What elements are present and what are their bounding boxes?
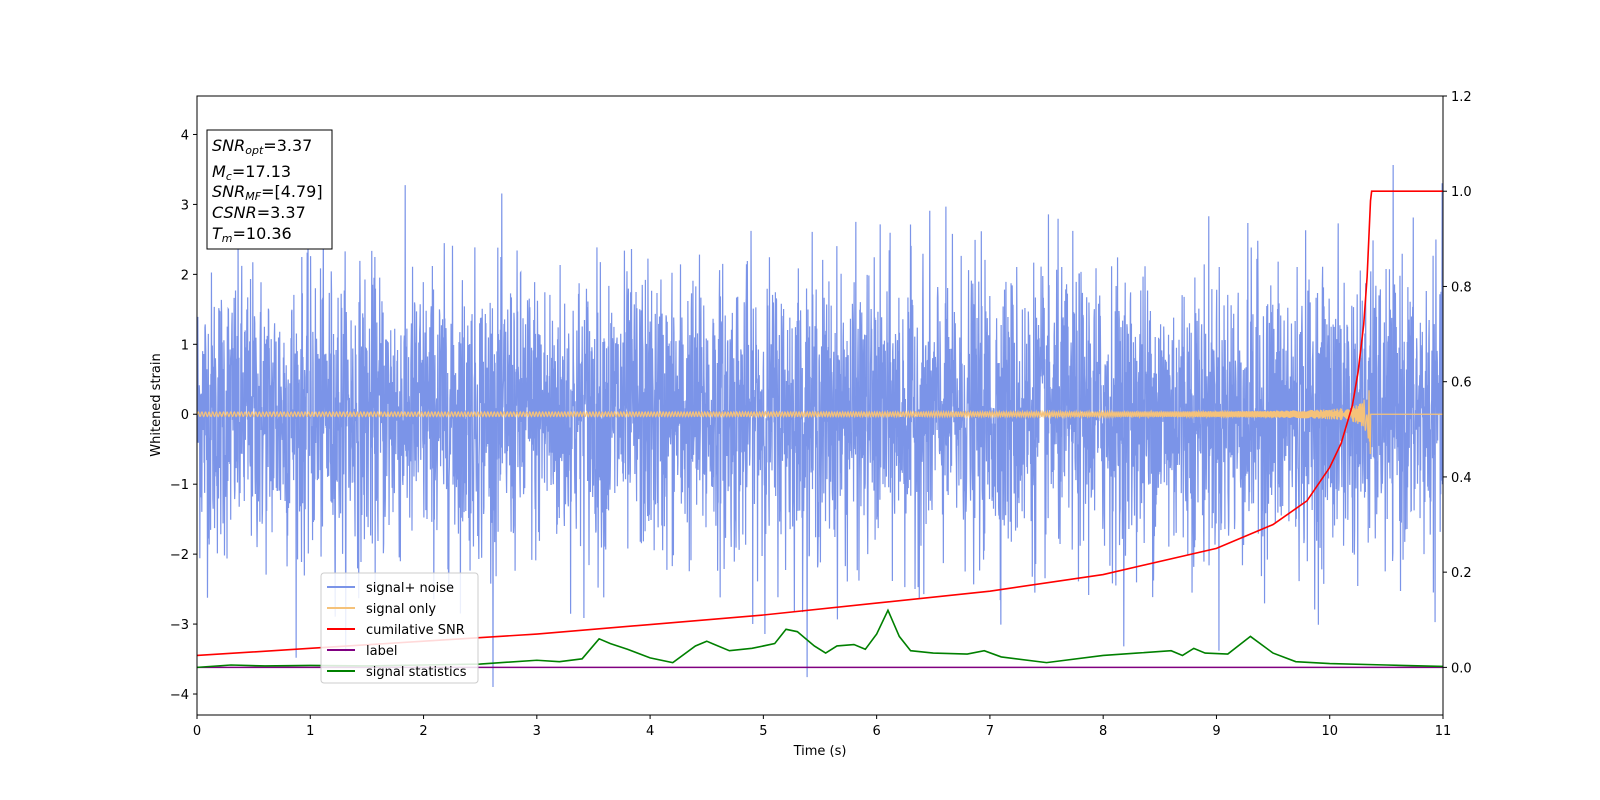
y-left-tick-label: 2	[181, 268, 189, 283]
x-tick-label: 10	[1321, 724, 1338, 739]
plot-frame	[196, 95, 1444, 716]
legend: signal+ noise signal only cumilative SNR la…	[320, 572, 479, 684]
x-tick-label: 11	[1435, 724, 1452, 739]
info-box-frame	[206, 129, 333, 250]
info-line: SNRopt=3.37	[212, 136, 312, 157]
y-right-tick-label: 0.8	[1451, 280, 1472, 295]
x-tick-label: 0	[193, 724, 201, 739]
y-left-tick-label: 1	[181, 338, 189, 353]
y-left-tick-label: −1	[170, 478, 189, 493]
y-left-tick-label: −4	[170, 688, 189, 703]
y-right-tick-label: 0.2	[1451, 566, 1472, 581]
x-tick-label: 5	[759, 724, 767, 739]
x-tick-label: 1	[306, 724, 314, 739]
legend-label: label	[366, 644, 397, 659]
signal-noise-line	[197, 164, 1443, 688]
x-tick-label: 4	[646, 724, 654, 739]
y-left-tick-label: 3	[181, 198, 189, 213]
y-left-tick-label: 4	[181, 128, 189, 143]
y-right-tick-label: 1.0	[1451, 185, 1472, 200]
signal-only-line	[197, 390, 1443, 455]
legend-label: signal statistics	[366, 665, 467, 680]
x-axis-ticks: 0 1 2 3 4 5 6 7 8 9 10 11	[193, 715, 1451, 739]
info-line: Mc=17.13	[212, 162, 291, 183]
info-line: CSNR=3.37	[212, 203, 306, 222]
y-right-tick-label: 1.2	[1451, 90, 1472, 105]
signal-statistics-line	[197, 608, 1443, 669]
x-axis-label: Time (s)	[793, 744, 847, 759]
y-axis-right-ticks: 0.0 0.2 0.4 0.6 0.8 1.0 1.2	[1443, 90, 1472, 676]
cumilative-snr-line	[197, 190, 1443, 657]
y-right-tick-label: 0.4	[1451, 471, 1472, 486]
y-right-tick-label: 0.0	[1451, 661, 1472, 676]
legend-label: cumilative SNR	[366, 623, 465, 638]
info-box: SNRopt=3.37 Mc=17.13SNRMF=[4.79]CSNR=3.37…	[206, 129, 333, 250]
signal-noise-series	[197, 164, 1443, 688]
y-right-tick-label: 0.6	[1451, 376, 1472, 391]
x-tick-label: 8	[1099, 724, 1107, 739]
y-axis-left-ticks: −4 −3 −2 −1 0 1 2 3 4	[170, 128, 197, 703]
info-line: SNRMF=[4.79]	[212, 182, 323, 203]
y-left-tick-label: −2	[170, 548, 189, 563]
legend-label: signal only	[366, 602, 436, 617]
x-tick-label: 6	[872, 724, 880, 739]
info-line: Tm=10.36	[212, 224, 292, 245]
y-axis-label: Whitened strain	[149, 353, 164, 456]
x-tick-label: 2	[419, 724, 427, 739]
x-tick-label: 9	[1212, 724, 1220, 739]
legend-frame	[320, 572, 479, 684]
legend-label: signal+ noise	[366, 581, 454, 596]
x-tick-label: 7	[986, 724, 994, 739]
x-tick-label: 3	[533, 724, 541, 739]
y-left-tick-label: −3	[170, 618, 189, 633]
y-left-tick-label: 0	[181, 408, 189, 423]
